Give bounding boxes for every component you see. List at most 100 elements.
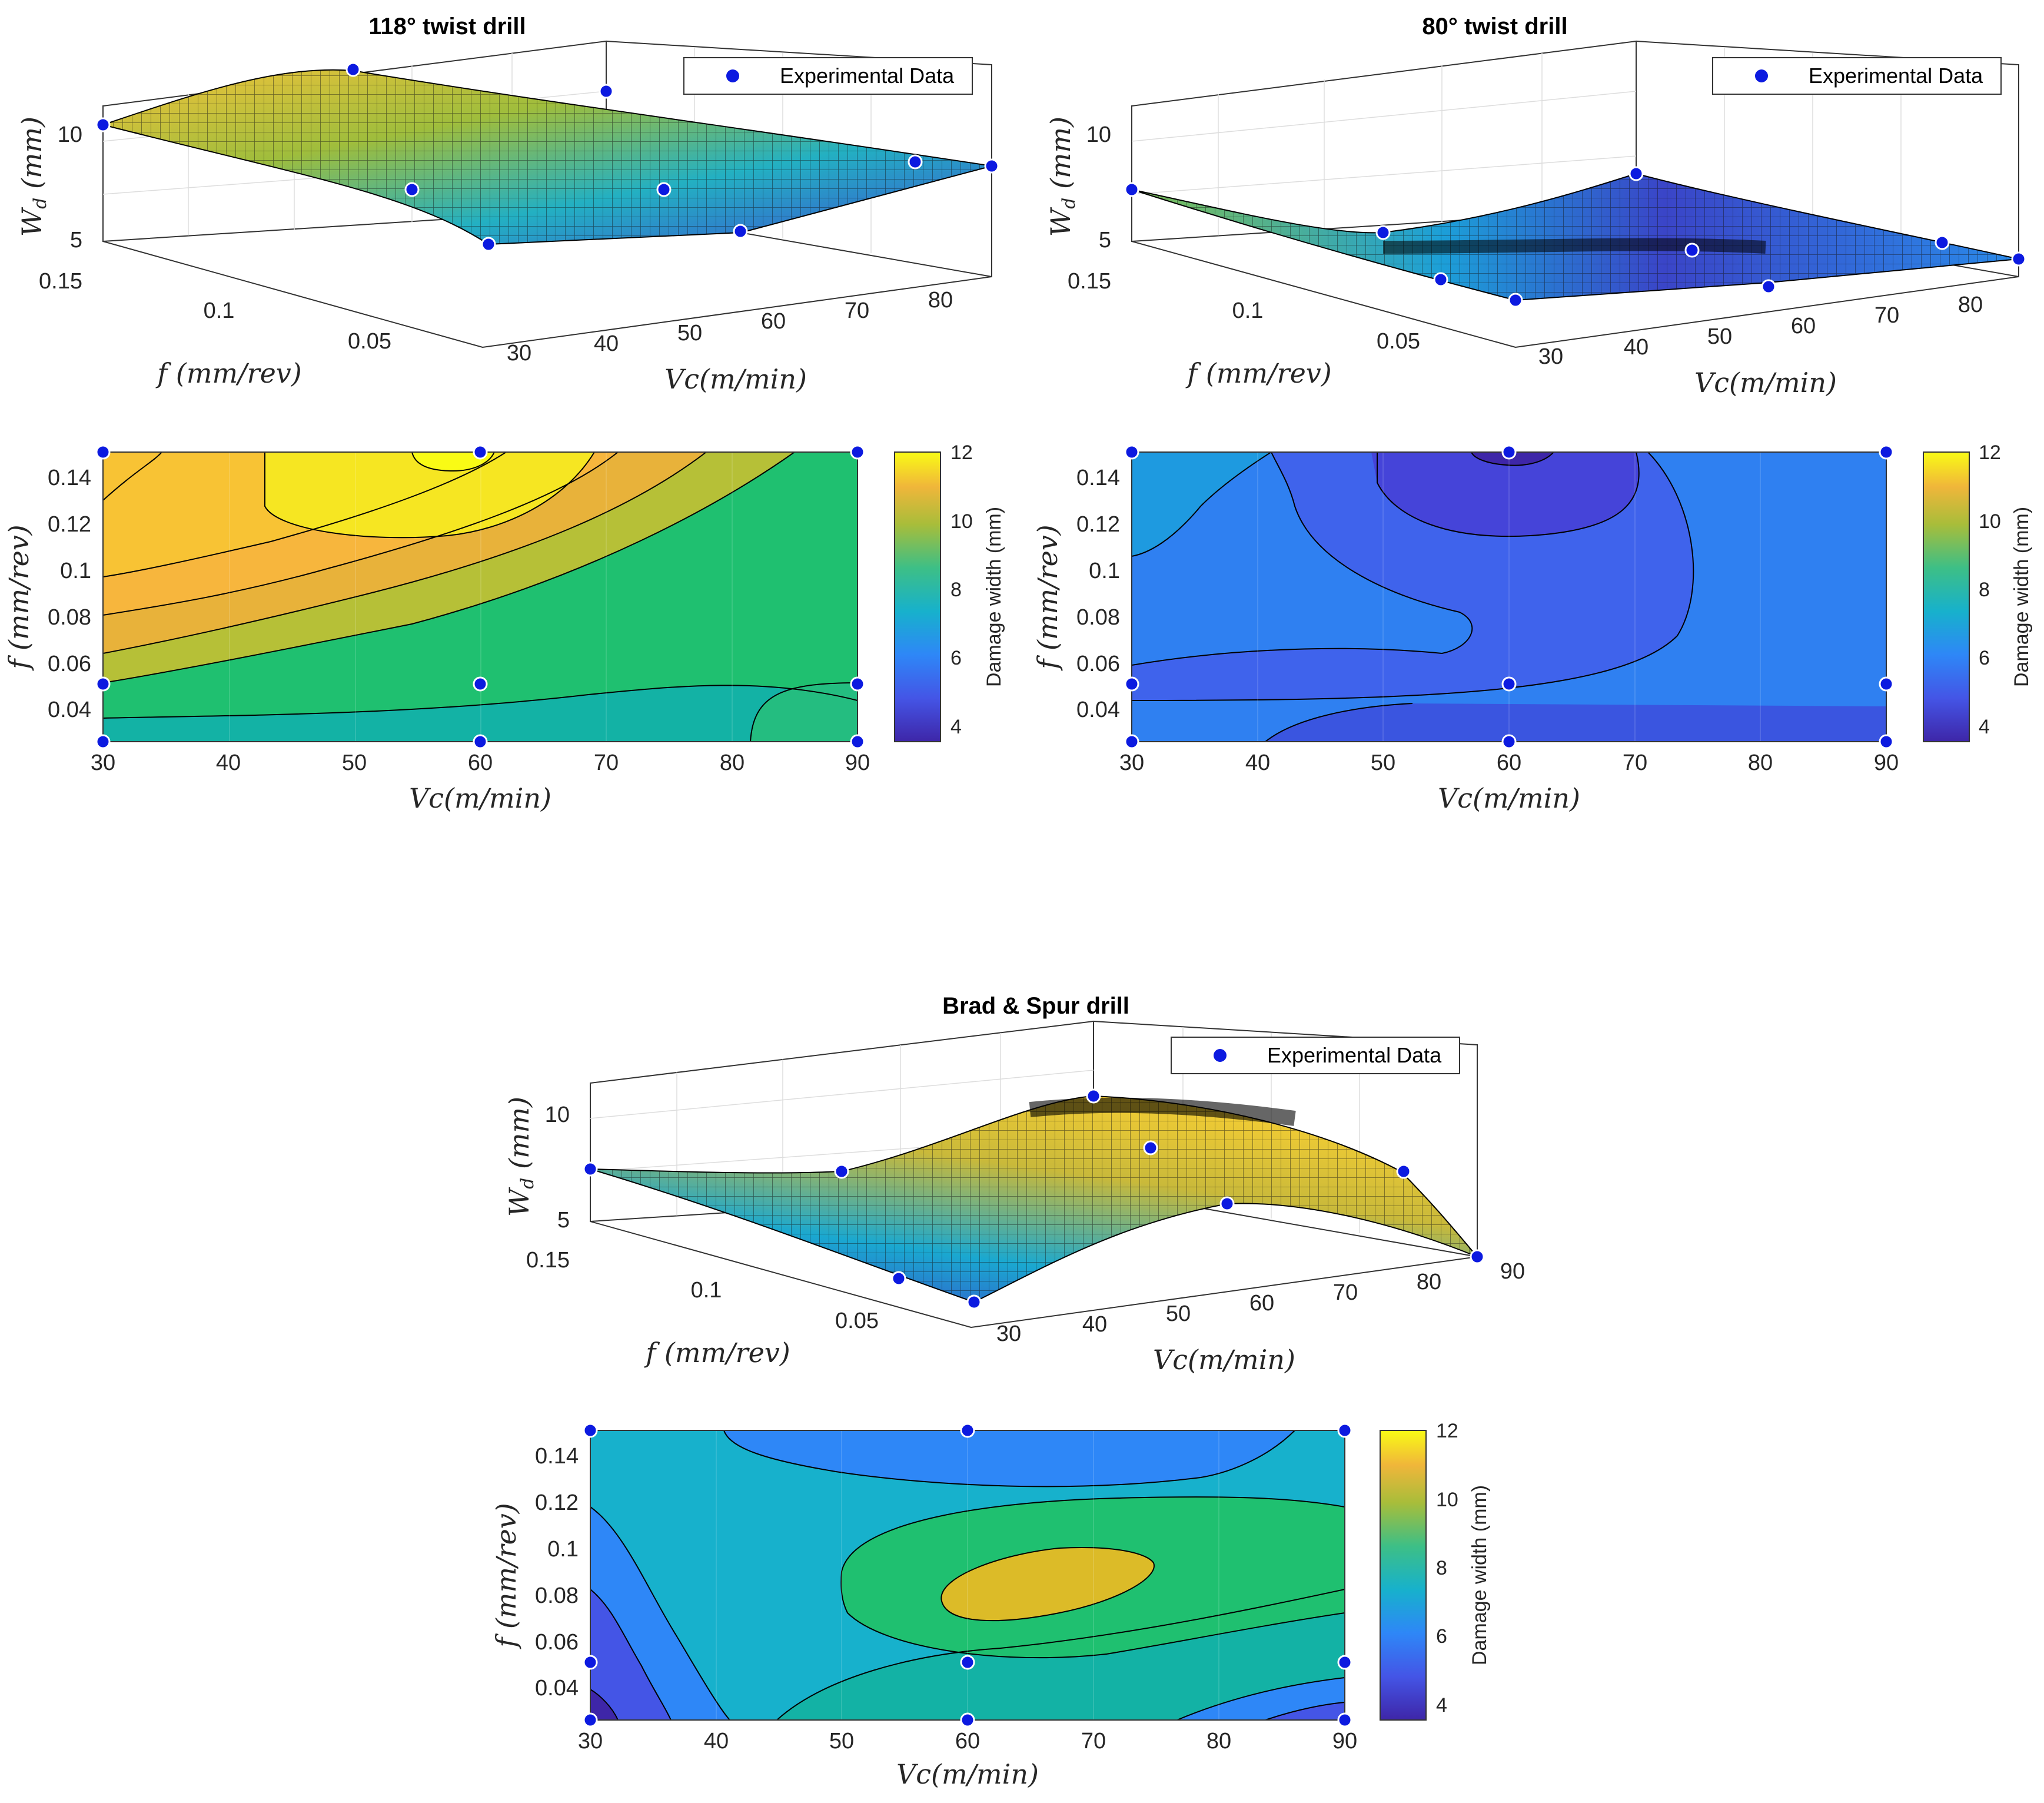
exp-point — [1470, 1249, 1485, 1264]
x-tick: 90 — [1874, 751, 1899, 775]
cbar-tick: 10 — [1979, 510, 2001, 533]
cbar-label-80: Damage width (mm) — [2010, 507, 2033, 687]
vc-tick: 70 — [1875, 303, 1899, 328]
exp-point — [583, 1161, 598, 1177]
vc-tick: 40 — [1624, 335, 1649, 360]
exp-point — [473, 444, 488, 460]
vc-tick: 70 — [845, 298, 869, 323]
x-tick: 90 — [845, 751, 870, 775]
cbar-tick: 12 — [1436, 1420, 1458, 1442]
exp-point — [850, 734, 865, 749]
y-tick: 0.04 — [48, 698, 91, 722]
exp-point — [583, 1655, 598, 1670]
y-tick: 0.12 — [1076, 512, 1120, 537]
f-tick: 0.05 — [1377, 329, 1420, 354]
x-tick: 60 — [468, 751, 493, 775]
cbar-tick: 12 — [1979, 441, 2001, 464]
z-label-brad: Wd (mm) — [503, 1097, 538, 1217]
x-tick: 50 — [1371, 751, 1395, 775]
y-tick: 0.14 — [535, 1444, 579, 1469]
f-tick: 0.1 — [691, 1278, 722, 1303]
exp-point — [908, 154, 923, 170]
title-118: 118° twist drill — [368, 14, 526, 39]
exp-point — [984, 158, 999, 174]
y-tick: 0.06 — [535, 1630, 579, 1655]
exp-point — [1879, 734, 1894, 749]
legend-marker — [1755, 69, 1768, 82]
exp-point — [1124, 676, 1139, 692]
x-tick: 90 — [1332, 1729, 1357, 1754]
y-tick: 0.12 — [48, 512, 91, 537]
exp-point — [1501, 676, 1517, 692]
f-label-118: f (mm/rev) — [155, 357, 301, 389]
vc-tick: 30 — [507, 341, 531, 366]
vc-tick: 50 — [677, 321, 702, 346]
exp-point — [1508, 293, 1523, 308]
x-label-bradc: Vc(m/min) — [896, 1758, 1039, 1790]
exp-point — [1935, 235, 1950, 250]
legend-label-118: Experimental Data — [780, 64, 955, 88]
exp-point — [1879, 676, 1894, 692]
cbar-tick: 8 — [950, 579, 962, 601]
exp-point — [966, 1294, 982, 1310]
y-label-bradc: f (mm/rev) — [490, 1503, 522, 1649]
cbar-tick: 10 — [1436, 1489, 1458, 1511]
legend-label-80: Experimental Data — [1809, 64, 1983, 88]
cbar-label-brad: Damage width (mm) — [1468, 1485, 1491, 1665]
contour-panel-brad: 30 40 50 60 70 80 90 0.04 0.06 0.08 0.1 … — [490, 1420, 1491, 1790]
surface-panel-80: 80° twist drill Experimental Data — [1045, 14, 2026, 399]
f-tick: 0.1 — [204, 298, 235, 323]
f-label-80: f (mm/rev) — [1185, 357, 1331, 389]
x-label-118c: Vc(m/min) — [409, 782, 551, 814]
exp-point — [1501, 444, 1517, 460]
exp-point — [834, 1164, 849, 1179]
vc-tick: 80 — [1417, 1270, 1441, 1294]
z-tick: 5 — [70, 228, 82, 253]
f-tick: 0.05 — [348, 329, 391, 354]
f-tick: 0.15 — [526, 1248, 570, 1273]
x-tick: 40 — [1245, 751, 1270, 775]
vc-tick: 70 — [1333, 1280, 1358, 1305]
x-tick: 80 — [720, 751, 745, 775]
z-tick: 10 — [545, 1103, 570, 1127]
y-tick: 0.1 — [1089, 559, 1120, 583]
x-tick: 80 — [1748, 751, 1773, 775]
vc-tick: 40 — [594, 331, 619, 356]
exp-point — [1143, 1140, 1158, 1155]
f-tick: 0.05 — [835, 1309, 879, 1333]
x-label-80c: Vc(m/min) — [1438, 782, 1580, 814]
exp-point — [481, 237, 496, 252]
colorbar-118 — [894, 451, 941, 742]
x-tick: 70 — [594, 751, 619, 775]
x-tick: 60 — [1497, 751, 1521, 775]
y-tick: 0.08 — [535, 1583, 579, 1608]
vc-tick: 30 — [996, 1321, 1021, 1346]
vc-label-80: Vc(m/min) — [1694, 367, 1837, 399]
exp-point — [1337, 1712, 1352, 1728]
exp-point — [733, 224, 748, 239]
x-tick: 40 — [216, 751, 241, 775]
colorbar-brad — [1380, 1430, 1427, 1721]
exp-point — [583, 1712, 598, 1728]
x-tick: 50 — [829, 1729, 854, 1754]
x-tick: 40 — [704, 1729, 729, 1754]
cbar-tick: 10 — [950, 510, 973, 533]
exp-point — [1337, 1423, 1352, 1438]
f-label-brad: f (mm/rev) — [644, 1337, 790, 1369]
y-tick: 0.04 — [535, 1676, 579, 1701]
y-tick: 0.08 — [48, 605, 91, 630]
contour-panel-80: 30 40 50 60 70 80 90 0.04 0.06 0.08 0.1 … — [1032, 441, 2033, 814]
exp-point — [1628, 166, 1644, 181]
exp-point — [473, 734, 488, 749]
exp-point — [656, 182, 672, 197]
cbar-tick: 6 — [1979, 647, 1990, 669]
exp-point — [850, 444, 865, 460]
exp-point — [960, 1423, 975, 1438]
cbar-tick: 4 — [1979, 716, 1990, 738]
exp-point — [404, 182, 420, 197]
exp-point — [1219, 1196, 1235, 1211]
cbar-tick: 6 — [1436, 1625, 1447, 1648]
cbar-tick: 8 — [1436, 1557, 1447, 1579]
surface-panel-brad: Brad & Spur drill Experimental Data — [503, 993, 1525, 1376]
y-label-80c: f (mm/rev) — [1032, 524, 1063, 670]
